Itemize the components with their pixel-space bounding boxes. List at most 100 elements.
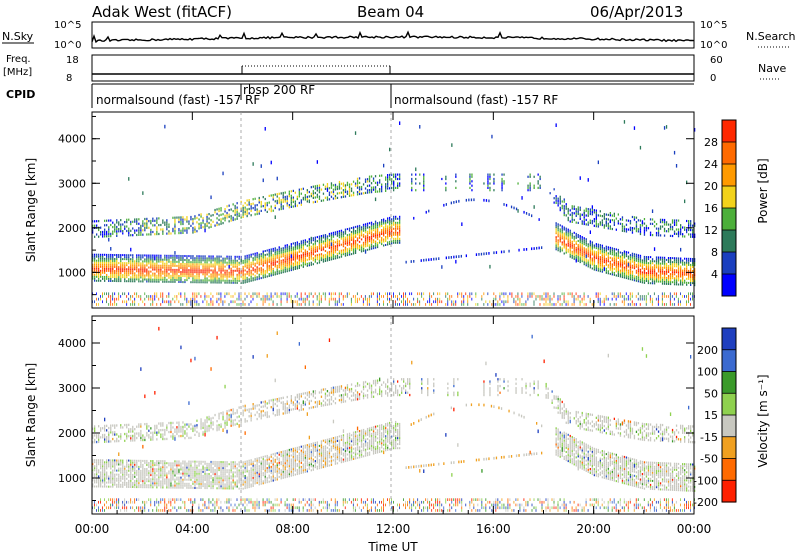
heatmap-cell (288, 192, 290, 196)
heatmap-cell (690, 284, 692, 286)
heatmap-cell (649, 256, 652, 259)
heatmap-cell (334, 197, 337, 200)
heatmap-cell (569, 239, 571, 242)
heatmap-cell (114, 500, 116, 504)
nsky-label: N.Sky (2, 30, 34, 43)
heatmap-cell (314, 240, 316, 243)
heatmap-cell (334, 245, 337, 248)
heatmap-cell (385, 225, 387, 228)
heatmap-cell (589, 242, 591, 245)
heatmap-cell (258, 212, 260, 215)
heatmap-cell (154, 264, 156, 267)
heatmap-cell (142, 222, 144, 225)
heatmap-cell (186, 303, 188, 306)
heatmap-cell (559, 206, 561, 209)
heatmap-cell (304, 239, 306, 242)
heatmap-cell (120, 227, 122, 231)
heatmap-cell (116, 256, 118, 258)
heatmap-cell (228, 303, 230, 306)
heatmap-cell (517, 295, 519, 298)
heatmap-cell (312, 251, 314, 254)
heatmap-cell (270, 274, 272, 277)
heatmap-cell (358, 236, 361, 239)
heatmap-cell (180, 267, 182, 269)
heatmap-cell (690, 229, 692, 232)
heatmap-cell (324, 242, 327, 244)
heatmap-cell (639, 280, 642, 283)
heatmap-cell (633, 277, 636, 280)
heatmap-cell (104, 481, 106, 484)
heatmap-cell (334, 255, 337, 258)
heatmap-cell (360, 230, 363, 233)
heatmap-cell (128, 227, 130, 230)
heatmap-cell (204, 275, 206, 278)
heatmap-cell (116, 225, 118, 229)
heatmap-cell (565, 203, 567, 206)
heatmap-cell (667, 223, 670, 226)
heatmap-cell (585, 240, 587, 243)
heatmap-cell (94, 259, 96, 262)
heatmap-cell (174, 258, 176, 261)
heatmap-cell (653, 270, 656, 273)
heatmap-cell (226, 205, 228, 208)
heatmap-cell (559, 236, 561, 239)
heatmap-cell (663, 278, 666, 281)
heatmap-cell (244, 257, 246, 260)
heatmap-cell (387, 187, 389, 190)
heatmap-cell (589, 240, 591, 243)
heatmap-cell (573, 212, 575, 215)
heatmap-cell (194, 259, 196, 262)
heatmap-cell (152, 262, 154, 265)
heatmap-cell (166, 260, 168, 263)
heatmap-cell (310, 292, 312, 296)
heatmap-cell (605, 249, 607, 252)
heatmap-cell (194, 295, 196, 298)
heatmap-cell (338, 185, 341, 188)
heatmap-cell (280, 297, 282, 301)
heatmap-cell (334, 303, 336, 306)
heatmap-cell (673, 261, 676, 264)
heatmap-cell (156, 254, 158, 257)
heatmap-cell (657, 258, 660, 261)
heatmap-cell (569, 233, 571, 236)
heatmap-cell (232, 269, 234, 272)
heatmap-cell (120, 223, 122, 226)
heatmap-cell (158, 276, 160, 279)
heatmap-cell (270, 250, 272, 253)
heatmap-cell (122, 258, 124, 261)
heatmap-cell (298, 195, 300, 198)
heatmap-cell (104, 433, 106, 437)
heatmap-cell (298, 188, 300, 191)
heatmap-cell (368, 295, 370, 298)
heatmap-cell (565, 245, 567, 248)
heatmap-cell (346, 248, 349, 251)
heatmap-cell (555, 238, 557, 241)
heatmap-cell (563, 297, 565, 301)
heatmap-cell (142, 254, 144, 257)
heatmap-cell (692, 229, 694, 232)
heatmap-cell (152, 303, 154, 306)
heatmap-cell (682, 269, 684, 272)
heatmap-cell (118, 276, 120, 279)
heatmap-cell (298, 244, 300, 247)
heatmap-cell (354, 252, 357, 254)
heatmap-cell (332, 255, 335, 258)
heatmap-cell (92, 471, 94, 474)
heatmap-cell (381, 187, 383, 191)
heatmap-cell (136, 258, 138, 261)
heatmap-cell (238, 212, 240, 215)
heatmap-cell (194, 292, 196, 296)
heatmap-cell (112, 500, 114, 504)
heatmap-cell (573, 257, 575, 260)
heatmap-cell (310, 241, 312, 244)
heatmap-cell (302, 251, 304, 254)
heatmap-cell (389, 297, 390, 301)
heatmap-cell (395, 229, 397, 232)
heatmap-cell (202, 217, 204, 220)
heatmap-cell (222, 273, 224, 276)
heatmap-cell (429, 300, 431, 304)
heatmap-cell (531, 214, 533, 218)
heatmap-cell (120, 435, 122, 438)
heatmap-cell (403, 300, 404, 304)
heatmap-cell (172, 216, 174, 219)
